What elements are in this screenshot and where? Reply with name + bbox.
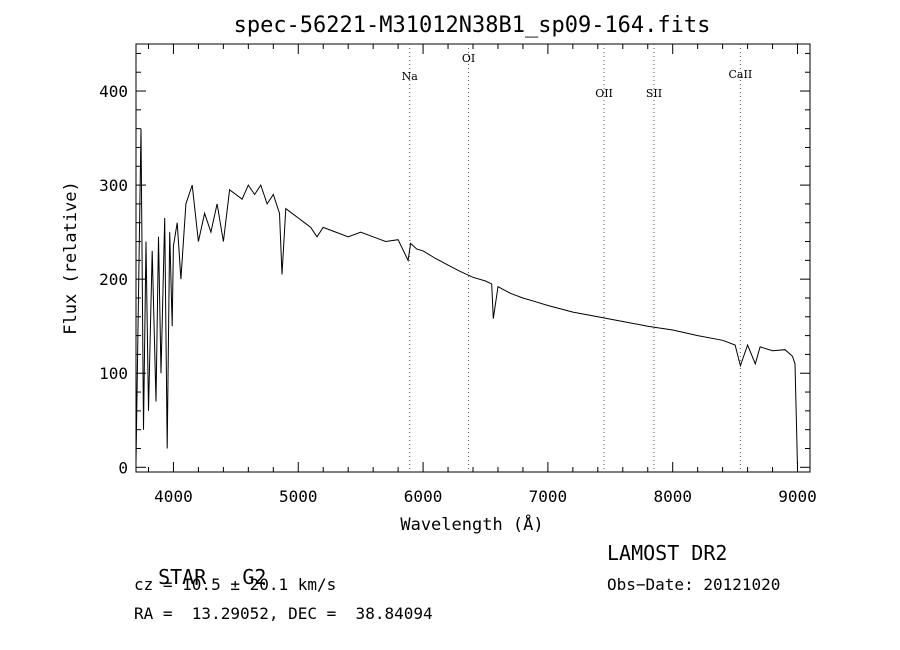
chart-title: spec-56221-M31012N38B1_sp09-164.fits — [234, 13, 711, 38]
y-tick-label: 200 — [99, 270, 128, 289]
spectrum-line — [135, 128, 798, 468]
x-axis-label: Wavelength (Å) — [400, 513, 543, 535]
x-tick-label: 4000 — [154, 487, 193, 506]
plot-frame — [135, 43, 811, 473]
survey-label: LAMOST DR2 — [607, 541, 728, 565]
x-tick-label: 8000 — [653, 487, 692, 506]
y-tick-label: 300 — [99, 176, 128, 195]
class-label: STAR — [158, 565, 207, 589]
line-label-oii: OII — [595, 87, 613, 100]
line-label-oi: OI — [462, 52, 475, 65]
line-label-caii: CaII — [729, 68, 753, 81]
line-label-sii: SII — [646, 87, 662, 100]
object-class: STAR G2 — [134, 541, 266, 589]
x-tick-label: 9000 — [778, 487, 817, 506]
coordinates-text: RA = 13.29052, DEC = 38.84094 — [134, 604, 433, 623]
line-label-na: Na — [402, 70, 419, 83]
axis-ticks — [136, 44, 810, 472]
y-tick-label: 100 — [99, 364, 128, 383]
x-tick-label: 6000 — [404, 487, 443, 506]
y-axis-label: Flux (relative) — [61, 181, 81, 335]
subclass-label: G2 — [242, 565, 267, 589]
redshift-text: cz = 10.5 ± 20.1 km/s — [134, 575, 337, 594]
y-tick-label: 0 — [118, 458, 128, 477]
tick-labels: 4000 5000 6000 7000 8000 9000 0 100 200 300 400 — [99, 82, 817, 506]
x-tick-label: 7000 — [529, 487, 568, 506]
obs-date-text: Obs−Date: 20121020 — [607, 575, 781, 594]
y-tick-label: 400 — [99, 82, 128, 101]
emission-line-markers: Na OI OII SII CaII — [402, 44, 753, 472]
x-tick-label: 5000 — [279, 487, 318, 506]
